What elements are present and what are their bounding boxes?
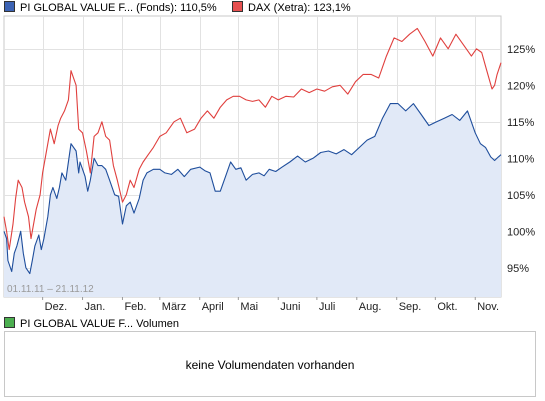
- series-line-fund: [3, 103, 502, 275]
- legend-label-volume: PI GLOBAL VALUE F... Volumen: [20, 318, 179, 330]
- series-line-dax: [3, 27, 502, 251]
- volume-empty-message: keine Volumendaten vorhanden: [185, 358, 355, 372]
- legend-swatch-volume: [4, 317, 15, 328]
- y-tick-label: 110%: [507, 153, 535, 165]
- price-chart: 95% 100% 105% 110% 115% 120% 125% Dez. Jan. Feb. M…: [3, 15, 535, 313]
- y-tick-label: 120%: [507, 80, 535, 92]
- legend-item-fund[interactable]: PI GLOBAL VALUE F... (Fonds): 110,5%: [4, 1, 217, 15]
- x-tick-label: Juni: [280, 301, 300, 313]
- x-tick-label: Nov.: [477, 301, 499, 313]
- x-tick-label: Aug.: [359, 301, 382, 313]
- y-tick-label: 125%: [507, 44, 535, 56]
- legend-label-dax: DAX (Xetra): 123,1%: [248, 2, 351, 14]
- legend-label-fund: PI GLOBAL VALUE F... (Fonds): 110,5%: [20, 2, 217, 14]
- legend-swatch-dax: [232, 1, 243, 12]
- y-tick-label: 95%: [507, 263, 529, 275]
- legend-swatch-fund: [4, 1, 15, 12]
- date-range-label: 01.11.11 – 21.11.12: [7, 284, 94, 295]
- legend-item-volume[interactable]: PI GLOBAL VALUE F... Volumen: [4, 317, 179, 331]
- legend-item-dax[interactable]: DAX (Xetra): 123,1%: [232, 1, 351, 15]
- x-tick-label: Feb.: [124, 301, 146, 313]
- x-tick-label: Jan.: [85, 301, 106, 313]
- x-tick-label: Okt.: [437, 301, 457, 313]
- y-tick-label: 100%: [507, 226, 535, 238]
- x-tick-label: März: [162, 301, 186, 313]
- x-tick-label: Mai: [240, 301, 258, 313]
- fund-area-fill: [4, 103, 501, 297]
- y-tick-label: 115%: [507, 117, 535, 129]
- volume-panel: keine Volumendaten vorhanden: [4, 331, 536, 397]
- x-tick-label: Dez.: [45, 301, 68, 313]
- y-tick-label: 105%: [507, 190, 535, 202]
- x-tick-label: Sep.: [399, 301, 422, 313]
- x-tick-label: Juli: [319, 301, 336, 313]
- x-tick-label: April: [202, 301, 224, 313]
